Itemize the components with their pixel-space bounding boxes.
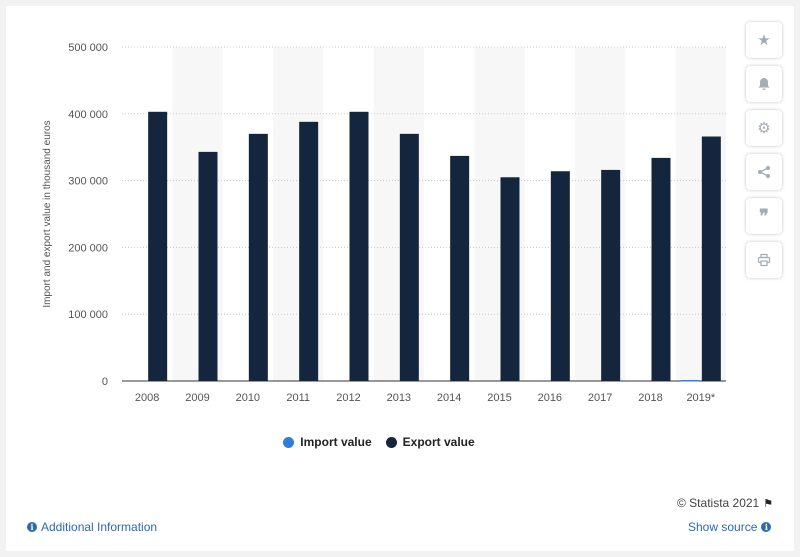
x-tick-label: 2011 <box>286 392 310 404</box>
chart-card: 0 100 000 200 000 300 000 400 000 500 000 2008… <box>6 6 794 551</box>
x-tick-label: 2008 <box>135 392 159 404</box>
x-tick-label: 2013 <box>387 392 411 404</box>
legend-marker-import <box>283 436 295 448</box>
star-icon[interactable]: ★ <box>746 22 782 58</box>
quote-icon[interactable]: ❞ <box>746 198 782 234</box>
print-icon[interactable] <box>746 242 782 278</box>
legend-label-export: Export value <box>402 435 475 449</box>
y-tick-label: 0 <box>102 376 108 388</box>
bar-import-2019 <box>680 379 700 382</box>
legend: Import value Export value <box>6 435 752 449</box>
additional-info-label: Additional Information <box>41 520 158 534</box>
show-source-label: Show source <box>688 520 758 534</box>
statista-credit[interactable]: © Statista 2021 ⚑ <box>677 496 773 510</box>
chart-toolbar: ★ ⚙ ❞ <box>746 22 786 278</box>
bar-export-2009 <box>198 151 218 381</box>
legend-label-import: Import value <box>300 435 372 449</box>
legend-marker-export <box>385 436 397 448</box>
info-icon: i <box>27 522 37 532</box>
legend-item-export[interactable]: Export value <box>385 435 475 449</box>
bell-icon[interactable] <box>746 66 782 102</box>
bar-export-2017 <box>601 169 621 381</box>
legend-item-import[interactable]: Import value <box>283 435 372 449</box>
x-tick-label: 2014 <box>437 392 461 404</box>
x-tick-label: 2016 <box>538 392 562 404</box>
x-tick-label: 2009 <box>185 392 209 404</box>
bar-export-2019 <box>701 136 721 381</box>
y-axis-label: Import and export value in thousand euro… <box>42 120 53 307</box>
bar-export-2014 <box>450 155 470 381</box>
bar-chart: 0 100 000 200 000 300 000 400 000 500 000 2008… <box>42 42 726 404</box>
bar-export-2015 <box>500 177 520 381</box>
gear-icon[interactable]: ⚙ <box>746 110 782 146</box>
bar-export-2008 <box>148 111 168 382</box>
info-icon-source: i <box>761 522 772 532</box>
x-tick-label: 2010 <box>236 392 260 404</box>
bar-export-2012 <box>349 111 369 382</box>
x-tick-label: 2012 <box>336 392 360 404</box>
bar-export-2013 <box>399 133 419 381</box>
credit-text: © Statista 2021 <box>677 496 760 510</box>
additional-info-link[interactable]: i Additional Information <box>27 520 157 534</box>
show-source-link[interactable]: Show source i <box>688 520 772 534</box>
x-tick-label: 2017 <box>588 392 612 404</box>
bar-export-2011 <box>299 121 319 381</box>
y-tick-label: 400 000 <box>68 109 108 121</box>
x-tick-label: 2015 <box>487 392 511 404</box>
y-tick-label: 300 000 <box>68 176 108 188</box>
bar-export-2018 <box>651 157 671 381</box>
x-tick-label: 2019* <box>686 392 715 404</box>
y-tick-label: 500 000 <box>68 42 108 54</box>
x-tick-label: 2018 <box>638 392 662 404</box>
share-icon[interactable] <box>746 154 782 190</box>
bar-export-2016 <box>550 171 570 381</box>
flag-icon: ⚑ <box>763 497 774 510</box>
y-tick-label: 200 000 <box>68 242 108 254</box>
bar-export-2010 <box>248 133 268 381</box>
y-tick-label: 100 000 <box>68 309 108 321</box>
